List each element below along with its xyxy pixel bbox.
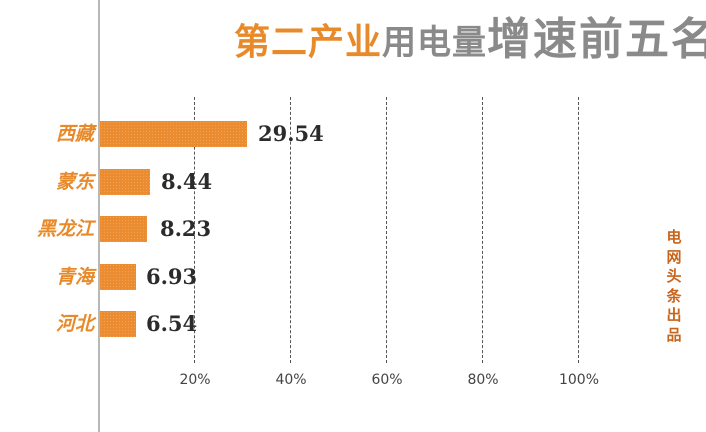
bar-qinghai <box>100 264 136 290</box>
value-label: 29.54 <box>258 121 324 146</box>
category-label: 黑龙江 <box>36 218 94 240</box>
x-tick-label: 40% <box>275 372 307 388</box>
gridline-100 <box>578 97 579 363</box>
title-part-3: 增速前五名 <box>487 14 706 65</box>
x-tick-label: 20% <box>179 372 211 388</box>
title-part-2: 用电量 <box>382 23 488 63</box>
gridline-80 <box>482 97 483 363</box>
x-tick-label: 80% <box>467 372 499 388</box>
bar-mengdong <box>100 169 150 195</box>
bar-xizang <box>100 121 247 147</box>
value-label: 6.54 <box>146 311 198 336</box>
credit-text: 电网头条出品 <box>666 228 682 344</box>
category-label: 蒙东 <box>55 171 94 193</box>
value-label: 8.23 <box>160 216 212 241</box>
value-label: 6.93 <box>146 264 198 289</box>
category-label: 河北 <box>55 313 94 335</box>
category-label: 西藏 <box>55 123 94 145</box>
category-label: 青海 <box>55 266 94 288</box>
y-axis-line <box>98 0 100 432</box>
bar-heilongjiang <box>100 216 147 242</box>
x-tick-label: 100% <box>558 372 600 388</box>
x-tick-label: 60% <box>371 372 403 388</box>
chart-title: 第二产业用电量增速前五名 <box>234 16 706 73</box>
gridline-60 <box>386 97 387 363</box>
title-part-1: 第二产业 <box>234 22 383 63</box>
bar-hebei <box>100 311 136 337</box>
gridline-40 <box>290 97 291 363</box>
value-label: 8.44 <box>161 169 213 194</box>
gridline-20 <box>194 97 195 363</box>
